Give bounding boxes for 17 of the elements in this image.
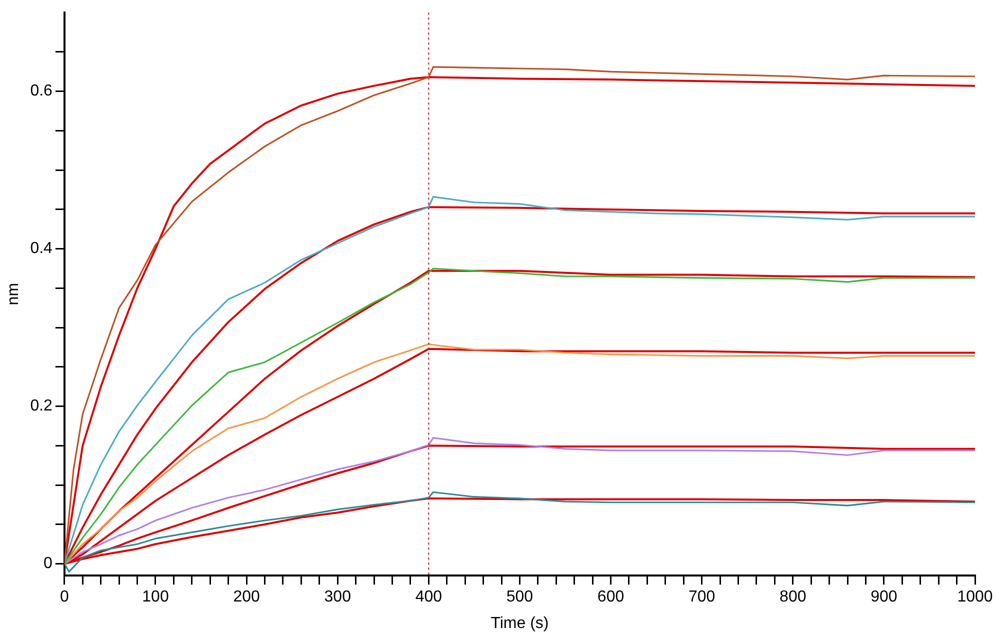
y-tick-label: 0 [44,555,53,572]
x-tick-label: 500 [506,588,534,606]
x-axis-title: Time (s) [490,614,549,632]
x-tick-label: 900 [870,588,898,606]
y-axis-title: nm [5,282,22,306]
x-tick-label: 400 [415,588,442,606]
y-tick-label: 0.2 [30,398,53,415]
x-tick-label: 700 [688,588,716,606]
x-tick-label: 800 [780,588,806,606]
x-tick-label: 100 [142,588,169,606]
y-tick-label: 0.6 [30,82,53,100]
x-tick-label: 0 [60,588,69,606]
x-tick-label: 200 [233,588,260,606]
y-tick-label: 0.4 [30,240,53,258]
x-tick-label: 600 [597,588,624,606]
x-tick-label: 1000 [957,588,993,606]
x-tick-label: 300 [324,588,352,606]
